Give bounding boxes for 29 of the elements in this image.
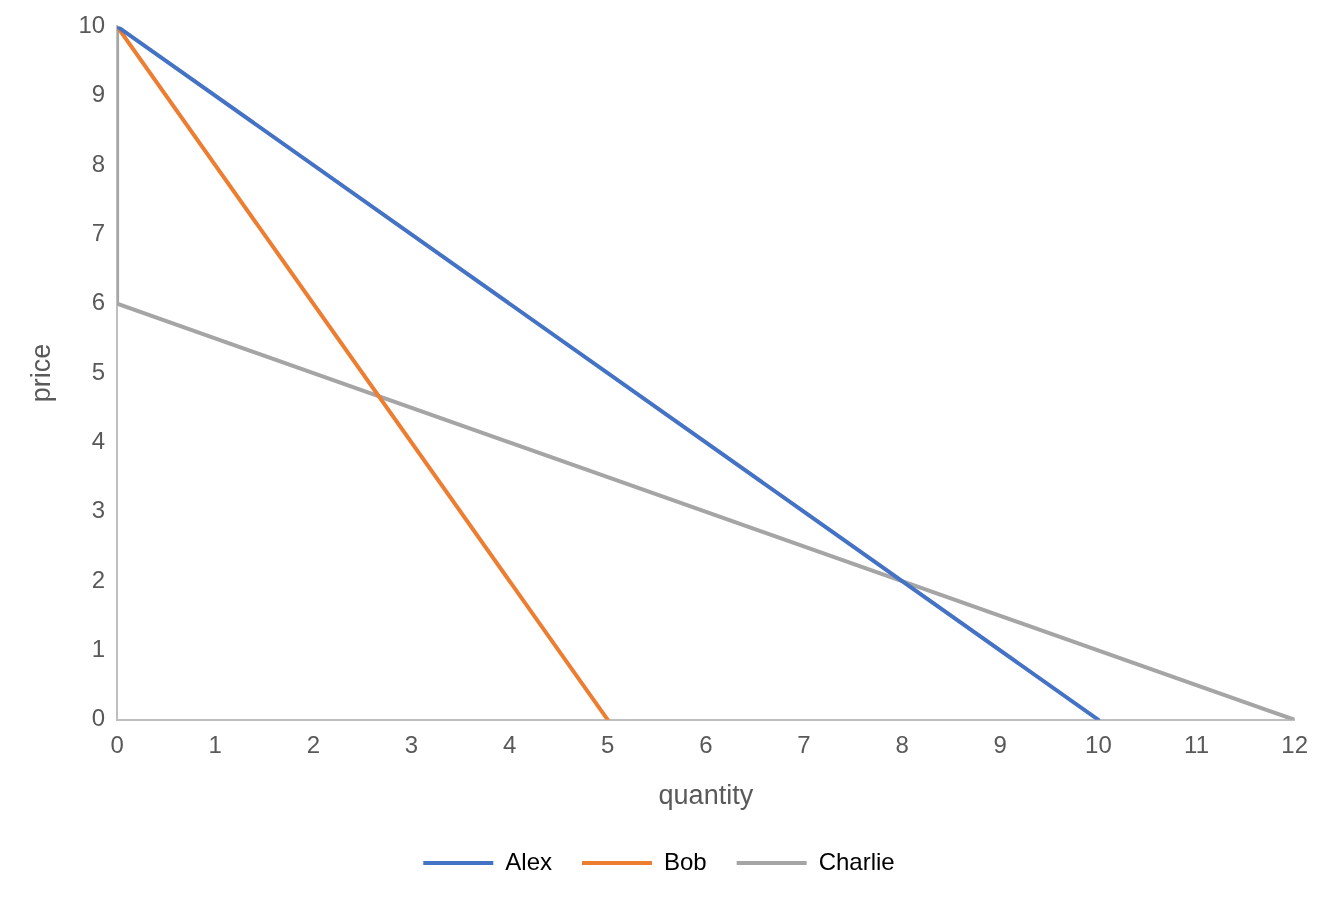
- y-tick-label: 7: [91, 219, 106, 247]
- y-tick-label: 6: [91, 288, 106, 316]
- x-tick-label: 8: [895, 730, 909, 758]
- legend-label: Alex: [505, 847, 552, 875]
- x-tick-label: 0: [110, 730, 124, 758]
- legend-label: Charlie: [818, 847, 895, 875]
- y-tick-label: 8: [91, 149, 106, 177]
- x-tick-label: 12: [1281, 730, 1308, 758]
- x-tick-label: 3: [404, 730, 419, 758]
- y-tick-label: 0: [91, 704, 106, 732]
- x-axis-title: quantity: [658, 780, 754, 811]
- x-tick-label: 11: [1184, 730, 1209, 758]
- y-tick-label: 4: [91, 427, 106, 455]
- x-tick-label: 9: [993, 730, 1007, 758]
- x-tick-label: 10: [1085, 730, 1112, 758]
- x-tick-label: 6: [699, 730, 713, 758]
- y-tick-label: 10: [78, 11, 106, 39]
- y-axis-title: price: [25, 343, 56, 403]
- y-tick-label: 5: [91, 357, 106, 385]
- x-tick-label: 4: [502, 730, 517, 758]
- legend-label: Bob: [663, 847, 707, 875]
- y-tick-label: 9: [91, 80, 106, 108]
- x-tick-label: 5: [601, 730, 615, 758]
- y-tick-label: 2: [91, 565, 106, 593]
- x-tick-label: 2: [306, 730, 321, 758]
- y-tick-label: 1: [91, 635, 106, 663]
- x-tick-label: 7: [797, 730, 811, 758]
- y-tick-label: 3: [91, 496, 106, 524]
- x-tick-label: 1: [208, 730, 222, 758]
